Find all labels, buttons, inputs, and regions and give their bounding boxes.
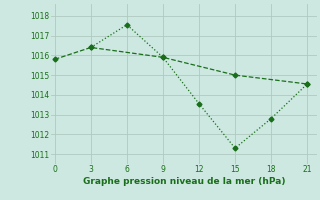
X-axis label: Graphe pression niveau de la mer (hPa): Graphe pression niveau de la mer (hPa) xyxy=(83,177,285,186)
